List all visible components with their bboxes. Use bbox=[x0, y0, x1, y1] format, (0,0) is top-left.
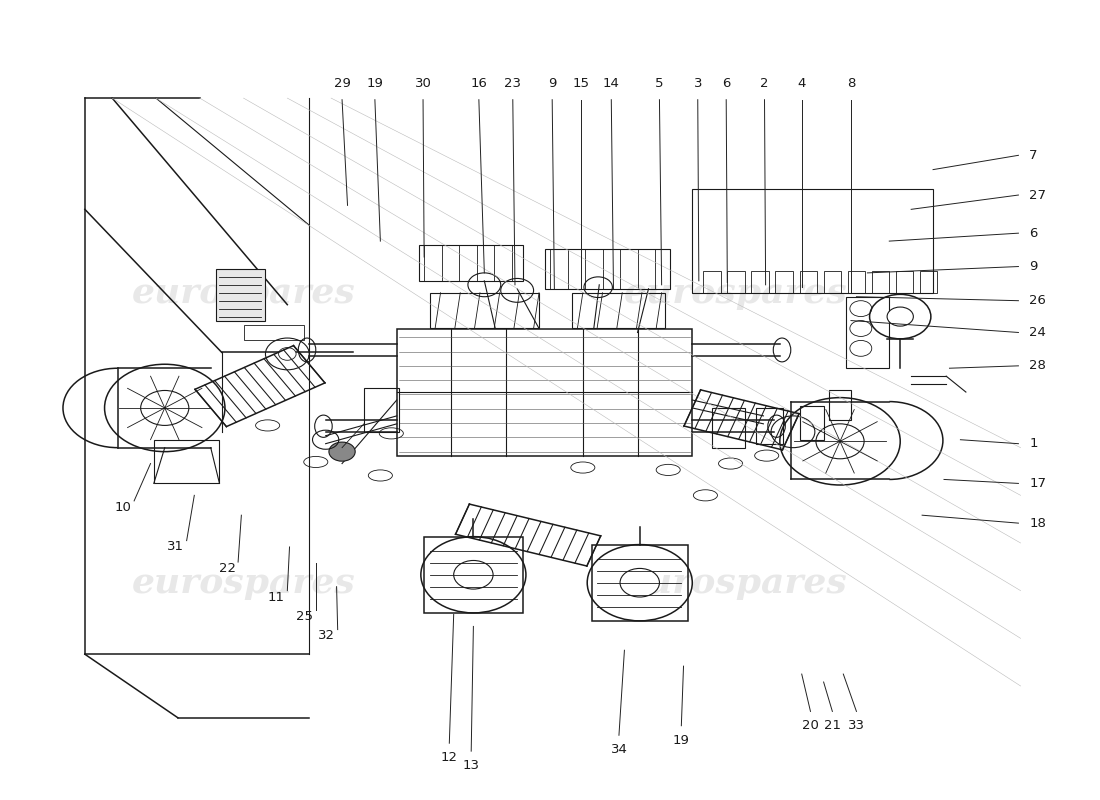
Text: 9: 9 bbox=[548, 77, 557, 90]
Bar bbox=[430, 293, 539, 329]
Text: 13: 13 bbox=[463, 759, 480, 772]
Circle shape bbox=[141, 390, 189, 426]
Text: 23: 23 bbox=[504, 77, 521, 90]
Text: 1: 1 bbox=[1030, 437, 1038, 450]
Text: 7: 7 bbox=[1030, 149, 1038, 162]
Text: 14: 14 bbox=[603, 77, 619, 90]
Bar bbox=[703, 270, 720, 293]
Circle shape bbox=[278, 347, 296, 360]
Text: 8: 8 bbox=[847, 77, 855, 90]
Bar bbox=[824, 270, 842, 293]
Circle shape bbox=[620, 569, 659, 597]
Text: 34: 34 bbox=[610, 743, 627, 756]
Bar bbox=[217, 269, 265, 321]
Text: 11: 11 bbox=[268, 590, 285, 603]
Text: eurospares: eurospares bbox=[132, 566, 355, 600]
Bar bbox=[425, 538, 522, 613]
Bar bbox=[572, 293, 664, 329]
Bar bbox=[776, 270, 793, 293]
Bar bbox=[727, 270, 745, 293]
Text: 25: 25 bbox=[296, 610, 314, 622]
Circle shape bbox=[329, 442, 355, 461]
Text: eurospares: eurospares bbox=[132, 276, 355, 310]
Bar bbox=[920, 270, 937, 293]
Text: 22: 22 bbox=[219, 562, 235, 575]
Text: 6: 6 bbox=[722, 77, 730, 90]
Bar bbox=[419, 245, 522, 281]
Bar bbox=[243, 325, 304, 341]
Text: eurospares: eurospares bbox=[624, 276, 848, 310]
Text: 3: 3 bbox=[693, 77, 702, 90]
Text: 19: 19 bbox=[366, 77, 383, 90]
Text: 28: 28 bbox=[1030, 359, 1046, 372]
Text: 30: 30 bbox=[415, 77, 431, 90]
Text: 32: 32 bbox=[318, 630, 336, 642]
Text: 29: 29 bbox=[333, 77, 351, 90]
Bar bbox=[829, 390, 851, 420]
Bar bbox=[364, 388, 399, 432]
Circle shape bbox=[453, 561, 493, 589]
Text: 27: 27 bbox=[1030, 189, 1046, 202]
Text: 12: 12 bbox=[441, 751, 458, 764]
Text: 6: 6 bbox=[1030, 226, 1037, 240]
Text: 9: 9 bbox=[1030, 260, 1037, 273]
Text: 16: 16 bbox=[471, 77, 487, 90]
Text: 18: 18 bbox=[1030, 517, 1046, 530]
Bar bbox=[756, 408, 783, 444]
Bar bbox=[800, 406, 824, 440]
Text: 26: 26 bbox=[1030, 294, 1046, 307]
Bar bbox=[154, 440, 220, 483]
Text: 21: 21 bbox=[824, 719, 840, 732]
Bar bbox=[544, 249, 670, 289]
Bar bbox=[800, 270, 817, 293]
Text: 20: 20 bbox=[802, 719, 818, 732]
Bar bbox=[397, 329, 692, 456]
Bar bbox=[712, 408, 745, 448]
Text: 10: 10 bbox=[114, 501, 132, 514]
Bar bbox=[872, 270, 889, 293]
Bar bbox=[846, 297, 889, 368]
Bar bbox=[592, 546, 688, 621]
Circle shape bbox=[816, 424, 865, 458]
Text: 33: 33 bbox=[848, 719, 865, 732]
Text: eurospares: eurospares bbox=[624, 566, 848, 600]
Bar bbox=[895, 270, 913, 293]
Text: 4: 4 bbox=[798, 77, 806, 90]
Bar bbox=[848, 270, 866, 293]
Bar bbox=[751, 270, 769, 293]
Text: 5: 5 bbox=[656, 77, 663, 90]
Text: 24: 24 bbox=[1030, 326, 1046, 339]
Bar bbox=[692, 190, 933, 293]
Text: 17: 17 bbox=[1030, 477, 1046, 490]
Circle shape bbox=[887, 307, 913, 326]
Text: 19: 19 bbox=[673, 734, 690, 746]
Text: 15: 15 bbox=[572, 77, 590, 90]
Text: 31: 31 bbox=[167, 541, 184, 554]
Text: 2: 2 bbox=[760, 77, 769, 90]
